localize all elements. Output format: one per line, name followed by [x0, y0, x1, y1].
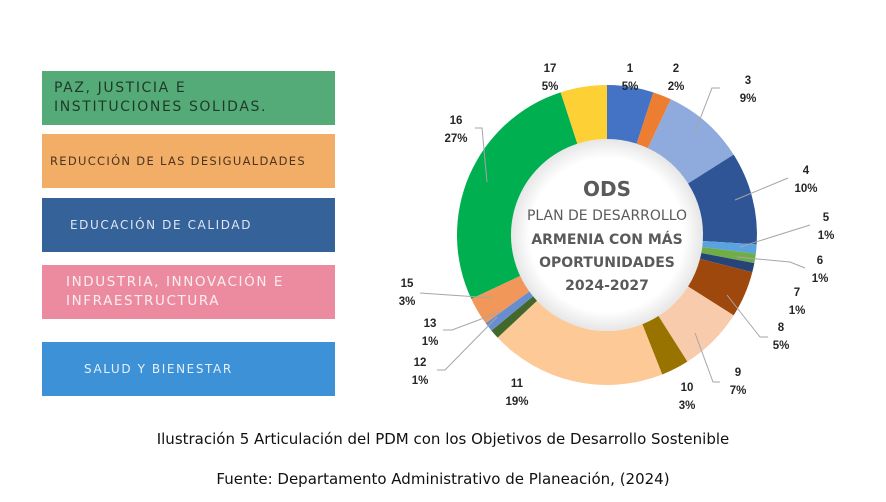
slice-label-6: 6: [817, 255, 823, 267]
slice-percent-6: 1%: [812, 273, 829, 285]
slice-percent-8: 5%: [773, 340, 790, 352]
slice-label-17: 17: [544, 63, 557, 75]
donut-slice-7: [699, 252, 755, 273]
slice-percent-12: 1%: [412, 375, 429, 387]
legend-box-text: INSTITUCIONES SOLIDAS.: [54, 99, 268, 115]
legend-box-reduccion-desigualdades: REDUCCIÓN DE LAS DESIGUALDADES: [42, 134, 335, 188]
slice-label-12: 12: [414, 357, 427, 369]
donut-slice-11: [497, 300, 663, 386]
donut-slice-8: [688, 258, 753, 316]
donut-slice-2: [636, 92, 671, 149]
slice-label-2: 2: [673, 63, 679, 75]
leader-line-15: [419, 292, 494, 299]
legend-box-paz-justicia: PAZ, JUSTICIA E INSTITUCIONES SOLIDAS.: [42, 71, 335, 125]
slice-percent-3: 9%: [740, 93, 757, 105]
donut-slice-4: [688, 154, 757, 245]
slice-percent-13: 1%: [422, 336, 439, 348]
center-line: ARMENIA CON MÁS: [531, 231, 682, 248]
donut-slice-12: [491, 296, 538, 338]
legend-box-text: INDUSTRIA, INNOVACIÓN E: [66, 274, 285, 290]
slice-label-7: 7: [794, 287, 800, 299]
leader-line-6: [736, 256, 806, 269]
center-line: 2024-2027: [565, 278, 649, 294]
legend-box-text: INFRAESTRUCTURA: [66, 293, 221, 309]
slice-percent-4: 10%: [794, 183, 817, 195]
slice-label-13: 13: [424, 318, 437, 330]
figure-source: Fuente: Departamento Administrativo de P…: [216, 470, 670, 488]
donut-slice-6: [701, 247, 756, 264]
donut-slice-1: [607, 85, 654, 144]
donut-slice-3: [647, 99, 734, 184]
legend-box-salud: SALUD Y BIENESTAR: [42, 342, 335, 396]
slice-label-16: 16: [450, 115, 463, 127]
slice-label-8: 8: [778, 322, 785, 334]
donut-slice-9: [658, 286, 734, 362]
donut-slice-5: [702, 241, 757, 254]
center-line: OPORTUNIDADES: [539, 255, 675, 271]
slice-label-1: 1: [627, 63, 634, 75]
slice-percent-9: 7%: [730, 385, 747, 397]
legend-box-industria: INDUSTRIA, INNOVACIÓN E INFRAESTRUCTURA: [42, 265, 335, 319]
leader-line-4: [734, 177, 789, 201]
donut-slice-15: [471, 275, 530, 324]
slice-percent-11: 19%: [505, 396, 528, 408]
slice-percent-15: 3%: [399, 296, 416, 308]
leader-line-12: [437, 316, 498, 371]
donut-slice-13: [485, 291, 534, 331]
center-title: ODS: [583, 177, 631, 201]
slice-percent-17: 5%: [542, 81, 559, 93]
slice-label-5: 5: [823, 212, 830, 224]
donut-slice-17: [560, 85, 607, 144]
figure-caption: Ilustración 5 Articulación del PDM con l…: [156, 430, 730, 448]
leader-line-9: [694, 332, 720, 383]
slice-percent-10: 3%: [679, 400, 696, 412]
leader-line-16: [475, 127, 488, 183]
legend-box-text: EDUCACIÓN DE CALIDAD: [70, 217, 253, 232]
slice-label-10: 10: [681, 382, 694, 394]
slice-label-9: 9: [735, 367, 741, 379]
leader-line-13: [443, 311, 501, 331]
donut-slice-16: [457, 92, 578, 299]
donut-slice-10: [642, 316, 688, 375]
leader-line-5: [739, 224, 811, 248]
leader-line-3: [694, 87, 720, 133]
slice-percent-2: 2%: [668, 81, 685, 93]
slice-percent-16: 27%: [444, 133, 467, 145]
donut-hole: [511, 139, 703, 331]
center-line: PLAN DE DESARROLLO: [527, 208, 687, 224]
leader-line-8: [726, 294, 768, 338]
legend-box-text: PAZ, JUSTICIA E: [54, 80, 187, 96]
slice-percent-5: 1%: [818, 230, 835, 242]
slice-label-4: 4: [803, 165, 810, 177]
legend-box-educacion: EDUCACIÓN DE CALIDAD: [42, 198, 335, 252]
slice-percent-1: 5%: [622, 81, 639, 93]
slice-label-3: 3: [745, 75, 751, 87]
slice-label-15: 15: [401, 278, 414, 290]
legend-box-text: SALUD Y BIENESTAR: [84, 361, 233, 376]
legend-box-text: REDUCCIÓN DE LAS DESIGUALDADES: [50, 153, 306, 168]
slice-percent-7: 1%: [789, 305, 806, 317]
slice-label-11: 11: [511, 378, 524, 390]
